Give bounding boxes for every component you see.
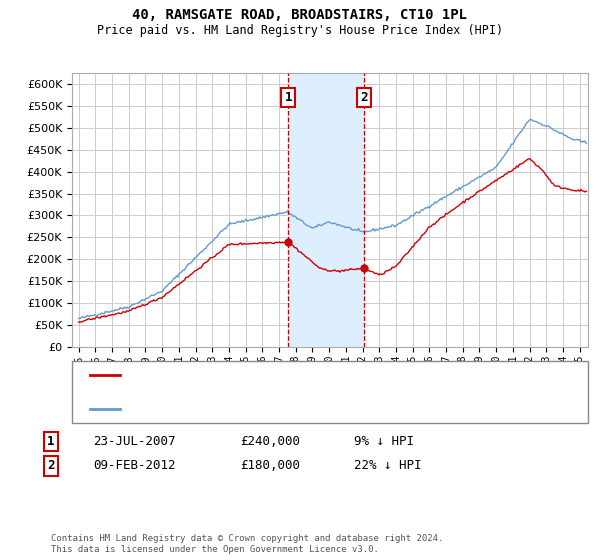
Text: Price paid vs. HM Land Registry's House Price Index (HPI): Price paid vs. HM Land Registry's House … bbox=[97, 24, 503, 37]
Text: 2: 2 bbox=[47, 459, 55, 473]
Text: 40, RAMSGATE ROAD, BROADSTAIRS, CT10 1PL (detached house): 40, RAMSGATE ROAD, BROADSTAIRS, CT10 1PL… bbox=[126, 370, 511, 380]
Text: 1: 1 bbox=[47, 435, 55, 448]
Bar bbox=[289, 73, 364, 347]
Text: 9% ↓ HPI: 9% ↓ HPI bbox=[354, 435, 414, 448]
Text: 1: 1 bbox=[284, 91, 292, 104]
Text: 09-FEB-2012: 09-FEB-2012 bbox=[93, 459, 176, 473]
Text: 22% ↓ HPI: 22% ↓ HPI bbox=[354, 459, 421, 473]
Text: 40, RAMSGATE ROAD, BROADSTAIRS, CT10 1PL: 40, RAMSGATE ROAD, BROADSTAIRS, CT10 1PL bbox=[133, 8, 467, 22]
Text: 23-JUL-2007: 23-JUL-2007 bbox=[93, 435, 176, 448]
Text: Contains HM Land Registry data © Crown copyright and database right 2024.: Contains HM Land Registry data © Crown c… bbox=[51, 534, 443, 543]
Text: HPI: Average price, detached house, Thanet: HPI: Average price, detached house, Than… bbox=[126, 404, 409, 414]
Text: 2: 2 bbox=[361, 91, 368, 104]
Text: £180,000: £180,000 bbox=[240, 459, 300, 473]
Text: £240,000: £240,000 bbox=[240, 435, 300, 448]
Text: This data is licensed under the Open Government Licence v3.0.: This data is licensed under the Open Gov… bbox=[51, 545, 379, 554]
